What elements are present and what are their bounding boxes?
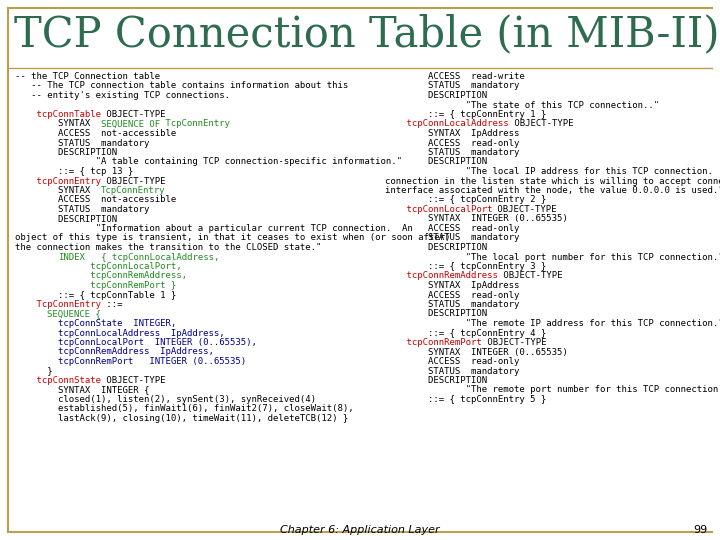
Text: ACCESS  read-only: ACCESS read-only: [385, 138, 519, 147]
Text: -- entity's existing TCP connections.: -- entity's existing TCP connections.: [15, 91, 230, 100]
Text: tcpConnLocalPort,: tcpConnLocalPort,: [15, 262, 181, 271]
Text: OBJECT-TYPE: OBJECT-TYPE: [498, 272, 562, 280]
Text: STATUS  mandatory: STATUS mandatory: [385, 367, 519, 375]
Text: tcpConnTable: tcpConnTable: [15, 110, 101, 119]
Text: tcpConnLocalAddress: tcpConnLocalAddress: [385, 119, 508, 129]
Text: lastAck(9), closing(10), timeWait(11), deleteTCB(12) }: lastAck(9), closing(10), timeWait(11), d…: [15, 414, 348, 423]
Text: DESCRIPTION: DESCRIPTION: [385, 158, 487, 166]
Text: "The state of this TCP connection..": "The state of this TCP connection..": [385, 100, 659, 110]
Text: established(5), finWait1(6), finWait2(7), closeWait(8),: established(5), finWait1(6), finWait2(7)…: [15, 404, 354, 414]
Text: tcpConnState  INTEGER,: tcpConnState INTEGER,: [15, 319, 176, 328]
Text: the connection makes the transition to the CLOSED state.": the connection makes the transition to t…: [15, 243, 321, 252]
Text: SYNTAX: SYNTAX: [15, 119, 101, 129]
Text: connection in the listen state which is willing to accept connections for any IP: connection in the listen state which is …: [385, 177, 720, 186]
Text: tcpConnRemAddress  IpAddress,: tcpConnRemAddress IpAddress,: [15, 348, 214, 356]
Text: STATUS  mandatory: STATUS mandatory: [385, 148, 519, 157]
Text: -- The TCP connection table contains information about this: -- The TCP connection table contains inf…: [15, 82, 348, 91]
Text: TCP Connection Table (in MIB-II): TCP Connection Table (in MIB-II): [14, 13, 719, 55]
Text: TcpConnEntry: TcpConnEntry: [101, 186, 166, 195]
Text: ::= { tcpConnEntry 5 }: ::= { tcpConnEntry 5 }: [385, 395, 546, 404]
Text: TcpConnEntry: TcpConnEntry: [160, 119, 230, 129]
Text: DESCRIPTION: DESCRIPTION: [385, 243, 487, 252]
Text: SYNTAX  IpAddress: SYNTAX IpAddress: [385, 129, 519, 138]
Text: "The remote port number for this TCP connection.": "The remote port number for this TCP con…: [385, 386, 720, 395]
Text: DESCRIPTION: DESCRIPTION: [385, 376, 487, 385]
Text: OBJECT-TYPE: OBJECT-TYPE: [101, 177, 166, 186]
Text: SYNTAX: SYNTAX: [15, 186, 101, 195]
Text: ::= { tcpConnEntry 2 }: ::= { tcpConnEntry 2 }: [385, 195, 546, 205]
Text: tcpConnRemPort }: tcpConnRemPort }: [15, 281, 176, 290]
Text: ::= { tcpConnEntry 3 }: ::= { tcpConnEntry 3 }: [385, 262, 546, 271]
Text: tcpConnEntry: tcpConnEntry: [15, 177, 101, 186]
Text: ::= { tcpConnTable 1 }: ::= { tcpConnTable 1 }: [15, 291, 176, 300]
Text: tcpConnRemAddress: tcpConnRemAddress: [385, 272, 498, 280]
Text: OBJECT-TYPE: OBJECT-TYPE: [101, 110, 166, 119]
Text: STATUS  mandatory: STATUS mandatory: [15, 138, 149, 147]
Text: DESCRIPTION: DESCRIPTION: [385, 91, 487, 100]
Text: STATUS  mandatory: STATUS mandatory: [15, 205, 149, 214]
Text: SYNTAX  INTEGER {: SYNTAX INTEGER {: [15, 386, 149, 395]
Text: ACCESS  not-accessible: ACCESS not-accessible: [15, 129, 176, 138]
Text: interface associated with the node, the value 0.0.0.0 is used.": interface associated with the node, the …: [385, 186, 720, 195]
Text: closed(1), listen(2), synSent(3), synReceived(4): closed(1), listen(2), synSent(3), synRec…: [15, 395, 316, 404]
Text: "The local port number for this TCP connection.": "The local port number for this TCP conn…: [385, 253, 720, 261]
Text: 99: 99: [694, 525, 708, 535]
Text: DESCRIPTION: DESCRIPTION: [15, 148, 117, 157]
Text: { tcpConnLocalAddress,: { tcpConnLocalAddress,: [85, 253, 220, 261]
Text: ACCESS  read-write: ACCESS read-write: [385, 72, 525, 81]
Text: ACCESS  read-only: ACCESS read-only: [385, 291, 519, 300]
Text: ACCESS  read-only: ACCESS read-only: [385, 357, 519, 366]
Text: ::= { tcpConnEntry 4 }: ::= { tcpConnEntry 4 }: [385, 328, 546, 338]
Text: OBJECT-TYPE: OBJECT-TYPE: [101, 376, 166, 385]
Text: tcpConnState: tcpConnState: [15, 376, 101, 385]
Text: tcpConnLocalPort: tcpConnLocalPort: [385, 205, 492, 214]
Text: "A table containing TCP connection-specific information.": "A table containing TCP connection-speci…: [15, 158, 402, 166]
Text: OBJECT-TYPE: OBJECT-TYPE: [482, 338, 546, 347]
Text: tcpConnRemAddress,: tcpConnRemAddress,: [15, 272, 187, 280]
Text: }: }: [15, 367, 53, 375]
Text: STATUS  mandatory: STATUS mandatory: [385, 233, 519, 242]
Text: STATUS  mandatory: STATUS mandatory: [385, 300, 519, 309]
Text: -- the TCP Connection table: -- the TCP Connection table: [15, 72, 160, 81]
Text: tcpConnLocalAddress  IpAddress,: tcpConnLocalAddress IpAddress,: [15, 328, 225, 338]
Text: ::= { tcpConnEntry 1 }: ::= { tcpConnEntry 1 }: [385, 110, 546, 119]
Text: STATUS  mandatory: STATUS mandatory: [385, 82, 519, 91]
Text: Chapter 6: Application Layer: Chapter 6: Application Layer: [280, 525, 440, 535]
Text: tcpConnRemPort: tcpConnRemPort: [385, 338, 482, 347]
Text: tcpConnLocalPort  INTEGER (0..65535),: tcpConnLocalPort INTEGER (0..65535),: [15, 338, 257, 347]
Text: SYNTAX  INTEGER (0..65535): SYNTAX INTEGER (0..65535): [385, 214, 568, 224]
Text: ::=: ::=: [101, 300, 122, 309]
Text: INDEX: INDEX: [58, 253, 85, 261]
Text: "Information about a particular current TCP connection.  An: "Information about a particular current …: [15, 224, 413, 233]
Text: "The local IP address for this TCP connection.  In the case of a: "The local IP address for this TCP conne…: [385, 167, 720, 176]
Text: DESCRIPTION: DESCRIPTION: [15, 214, 117, 224]
Text: SYNTAX  INTEGER (0..65535): SYNTAX INTEGER (0..65535): [385, 348, 568, 356]
Text: object of this type is transient, in that it ceases to exist when (or soon after: object of this type is transient, in tha…: [15, 233, 451, 242]
Text: SEQUENCE {: SEQUENCE {: [48, 309, 101, 319]
Text: OBJECT-TYPE: OBJECT-TYPE: [492, 205, 557, 214]
Text: DESCRIPTION: DESCRIPTION: [385, 309, 487, 319]
Text: OBJECT-TYPE: OBJECT-TYPE: [508, 119, 573, 129]
Text: SYNTAX  IpAddress: SYNTAX IpAddress: [385, 281, 519, 290]
Text: TcpConnEntry: TcpConnEntry: [15, 300, 101, 309]
Text: ACCESS  read-only: ACCESS read-only: [385, 224, 519, 233]
Text: tcpConnRemPort   INTEGER (0..65535): tcpConnRemPort INTEGER (0..65535): [15, 357, 246, 366]
Text: SEQUENCE OF: SEQUENCE OF: [101, 119, 160, 129]
Text: ::= { tcp 13 }: ::= { tcp 13 }: [15, 167, 133, 176]
Text: "The remote IP address for this TCP connection.": "The remote IP address for this TCP conn…: [385, 319, 720, 328]
Text: ACCESS  not-accessible: ACCESS not-accessible: [15, 195, 176, 205]
